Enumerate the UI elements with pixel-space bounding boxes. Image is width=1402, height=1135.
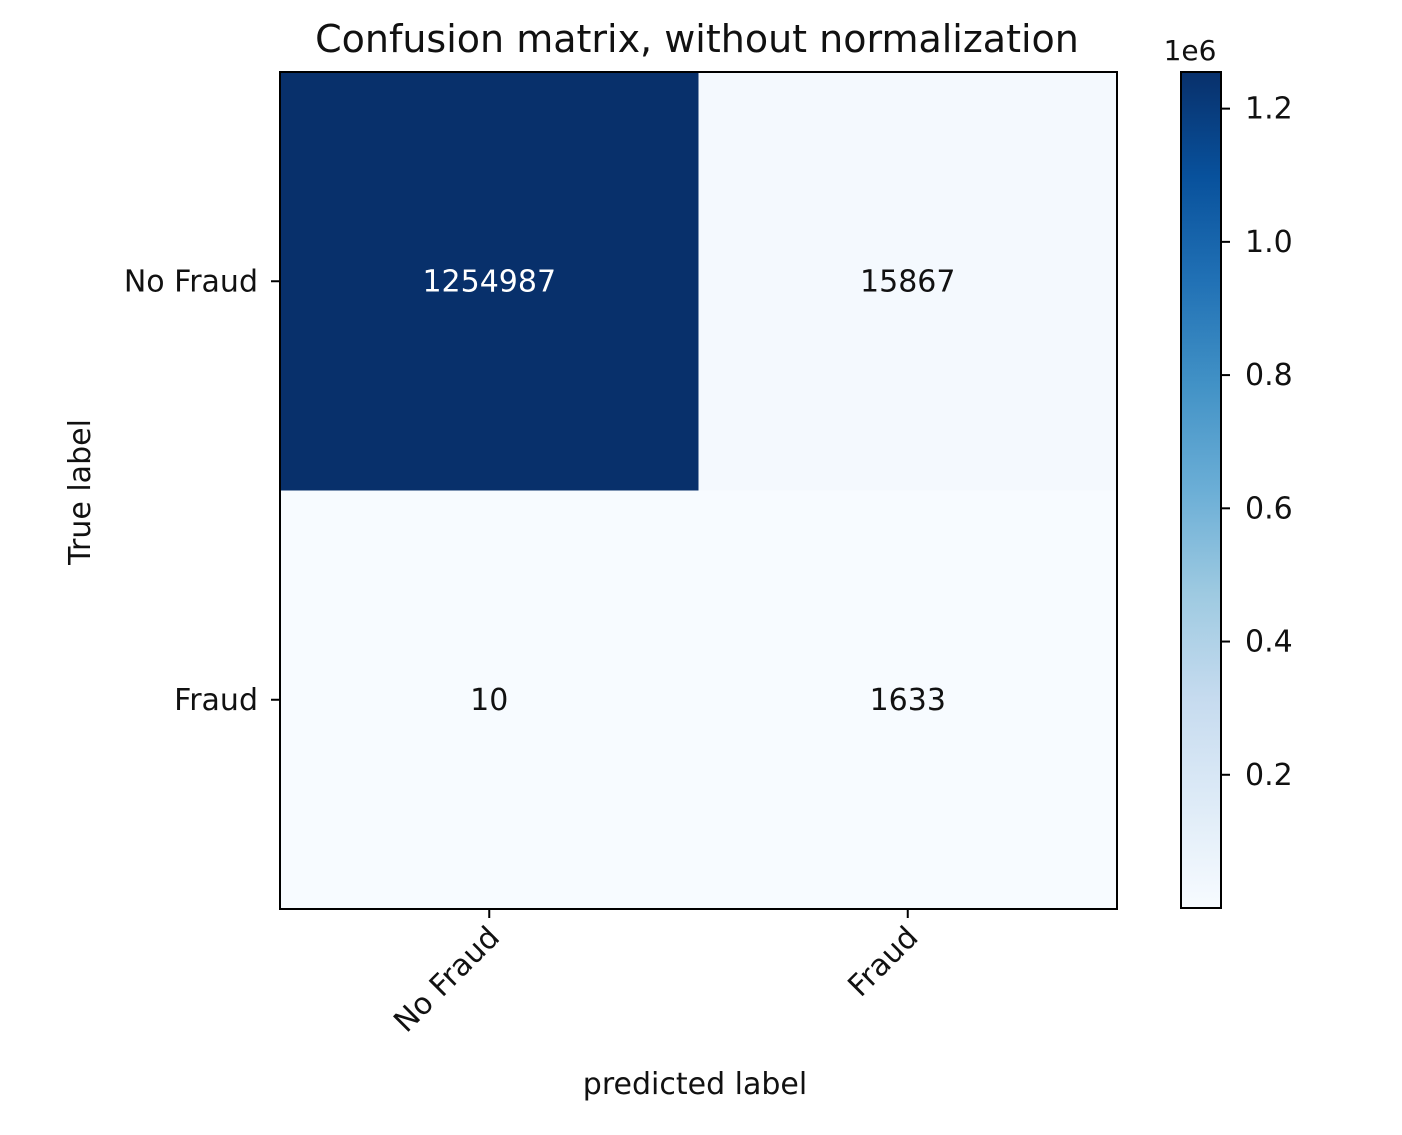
colorbar-tick-label: 1.2 bbox=[1245, 92, 1293, 127]
colorbar bbox=[1180, 71, 1222, 909]
colorbar-ticks: 0.2 0.4 0.6 0.8 1.0 1.2 bbox=[1221, 92, 1293, 793]
heatmap-cells bbox=[280, 72, 1117, 909]
x-axis-ticks: No Fraud Fraud bbox=[387, 909, 925, 1040]
x-tick-label: Fraud bbox=[841, 920, 925, 1004]
cell-value-label: 15867 bbox=[860, 264, 955, 299]
heatmap-cell bbox=[280, 490, 699, 909]
cell-value-label: 1254987 bbox=[422, 264, 556, 299]
heatmap-cell bbox=[280, 72, 699, 491]
colorbar-tick-label: 0.6 bbox=[1245, 491, 1293, 526]
chart-title: Confusion matrix, without normalization bbox=[315, 17, 1079, 61]
colorbar-tick-label: 0.4 bbox=[1245, 625, 1293, 660]
y-axis-ticks: No Fraud Fraud bbox=[124, 264, 280, 718]
cell-value-label: 1633 bbox=[870, 683, 946, 718]
colorbar-multiplier-label: 1e6 bbox=[1164, 34, 1217, 67]
heatmap-cell bbox=[698, 72, 1117, 491]
plot-frame bbox=[279, 71, 1118, 910]
heatmap-cell-labels: 1254987 15867 10 1633 bbox=[422, 264, 955, 718]
colorbar-tick-label: 0.8 bbox=[1245, 358, 1293, 393]
colorbar-tick-label: 1.0 bbox=[1245, 225, 1293, 260]
y-tick-label: No Fraud bbox=[124, 264, 258, 299]
cell-value-label: 10 bbox=[470, 683, 508, 718]
x-tick-label: No Fraud bbox=[387, 920, 507, 1040]
y-tick-label: Fraud bbox=[174, 683, 258, 718]
colorbar-tick-label: 0.2 bbox=[1245, 758, 1293, 793]
x-axis-label: predicted label bbox=[583, 1067, 807, 1102]
y-axis-label: True label bbox=[63, 419, 98, 566]
heatmap-cell bbox=[698, 490, 1117, 909]
